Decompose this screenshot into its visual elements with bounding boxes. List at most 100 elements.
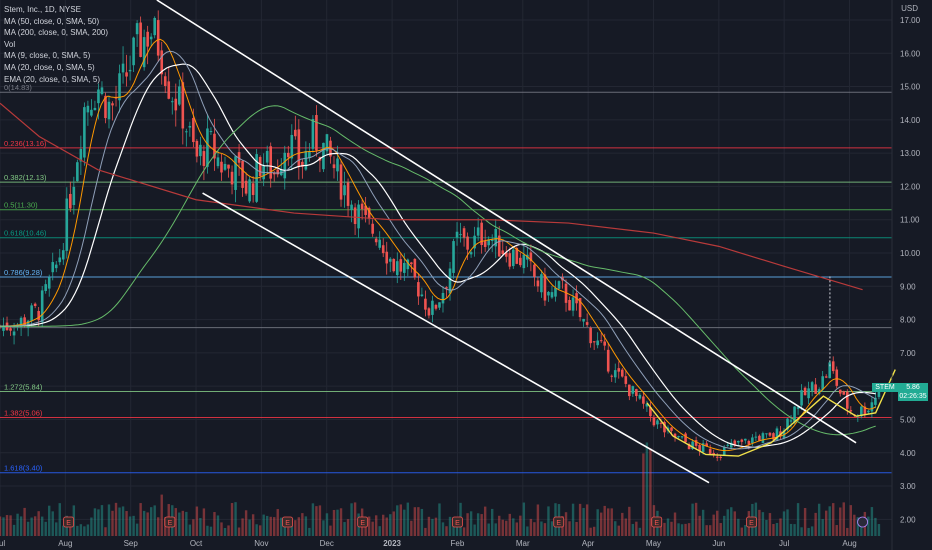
volume-bar (638, 527, 642, 536)
volume-bar (568, 521, 571, 536)
volume-bar (585, 504, 589, 536)
candle-body (40, 290, 44, 323)
volume-bar (789, 523, 793, 536)
earnings-marker (282, 516, 293, 528)
candle-body (142, 37, 146, 68)
candle-body (624, 376, 628, 384)
candle-body (185, 131, 188, 133)
volume-bar (269, 516, 272, 536)
volume-bar (708, 525, 712, 536)
volume-bar (772, 524, 775, 536)
volume-bar (276, 509, 279, 536)
candle-body (606, 349, 610, 372)
x-tick-label: Jul (0, 539, 5, 548)
volume-bar (824, 510, 828, 536)
volume-bar (280, 517, 283, 536)
volume-bar (371, 521, 374, 536)
earnings-marker (63, 516, 75, 528)
candle-body (427, 308, 431, 316)
volume-bar (853, 514, 856, 536)
candle-body (701, 443, 705, 452)
candle-body (547, 291, 550, 296)
candle-body (578, 298, 582, 318)
volume-bar (547, 506, 550, 536)
y-tick-label: 15.00 (900, 83, 921, 92)
candle-body (381, 245, 385, 254)
candle-body (656, 420, 659, 425)
y-tick-label: 12.00 (900, 182, 921, 191)
candle-body (772, 433, 775, 440)
candle-body (61, 250, 65, 260)
earnings-marker (164, 516, 176, 528)
candle-body (582, 318, 585, 322)
candle-body (434, 304, 438, 309)
volume-bar (325, 513, 329, 536)
volume-bar (582, 507, 585, 536)
candle-body (30, 305, 33, 322)
volume-bar (406, 502, 410, 536)
candle-body (403, 262, 406, 273)
volume-bar (97, 509, 100, 536)
candle-body (374, 238, 378, 243)
volume-bar (744, 525, 747, 536)
volume-bar (448, 516, 452, 536)
volume-bar (733, 511, 736, 536)
candle-body (297, 129, 301, 167)
volume-bar (649, 448, 652, 536)
volume-bar (501, 519, 504, 536)
candle-body (441, 292, 445, 304)
volume-bar (311, 503, 315, 536)
volume-bar (420, 508, 424, 536)
candle-body (557, 281, 561, 289)
candle-body (761, 433, 765, 443)
candle-body (480, 222, 483, 246)
legend-line-ema20: EMA (20, close, 0, SMA, 5) (4, 74, 101, 84)
price-tag-countdown: 02:26:35 (899, 393, 927, 400)
candle-body (540, 274, 543, 293)
volume-bar (835, 525, 838, 536)
volume-bar (69, 527, 72, 536)
candle-body (466, 236, 469, 250)
volume-bar (410, 520, 413, 536)
candle-body (195, 140, 199, 157)
volume-bar (220, 522, 223, 536)
y-tick-label: 10.00 (900, 249, 921, 258)
volume-bar (262, 514, 265, 536)
candle-body (473, 235, 476, 249)
volume-bar (223, 527, 227, 536)
volume-bar (258, 525, 262, 536)
volume-bar (100, 505, 104, 536)
candle-body (438, 302, 441, 308)
volume-bar (540, 521, 543, 536)
candle-body (424, 298, 427, 310)
candle-body (360, 203, 364, 210)
candle-body (758, 435, 761, 441)
volume-bar (153, 505, 156, 536)
candle-body (550, 292, 554, 298)
earnings-marker (553, 516, 565, 528)
volume-bar (424, 527, 427, 536)
volume-bar (842, 502, 845, 536)
fib-level-label: 0(14.83) (4, 83, 32, 92)
earnings-marker-label: E (455, 520, 460, 527)
cup-pattern-curve (646, 369, 896, 457)
volume-bar (339, 508, 343, 536)
chart-legend: Stem, Inc., 1D, NYSE MA (50, close, 0, S… (4, 4, 108, 85)
volume-bar (209, 526, 213, 536)
candle-body (54, 264, 58, 269)
volume-bar (58, 503, 61, 536)
candle-body (452, 241, 455, 273)
candle-body (97, 89, 100, 104)
candle-body (378, 239, 381, 248)
y-tick-label: 4.00 (900, 449, 916, 458)
candle-body (490, 239, 494, 241)
volume-bar (86, 524, 90, 536)
candle-body (494, 228, 498, 247)
candle-body (870, 402, 874, 412)
volume-bar (522, 502, 526, 536)
channel-upper-line (156, 0, 857, 444)
candle-body (459, 234, 462, 236)
y-tick-label: 13.00 (900, 149, 921, 158)
candle-body (325, 134, 329, 152)
